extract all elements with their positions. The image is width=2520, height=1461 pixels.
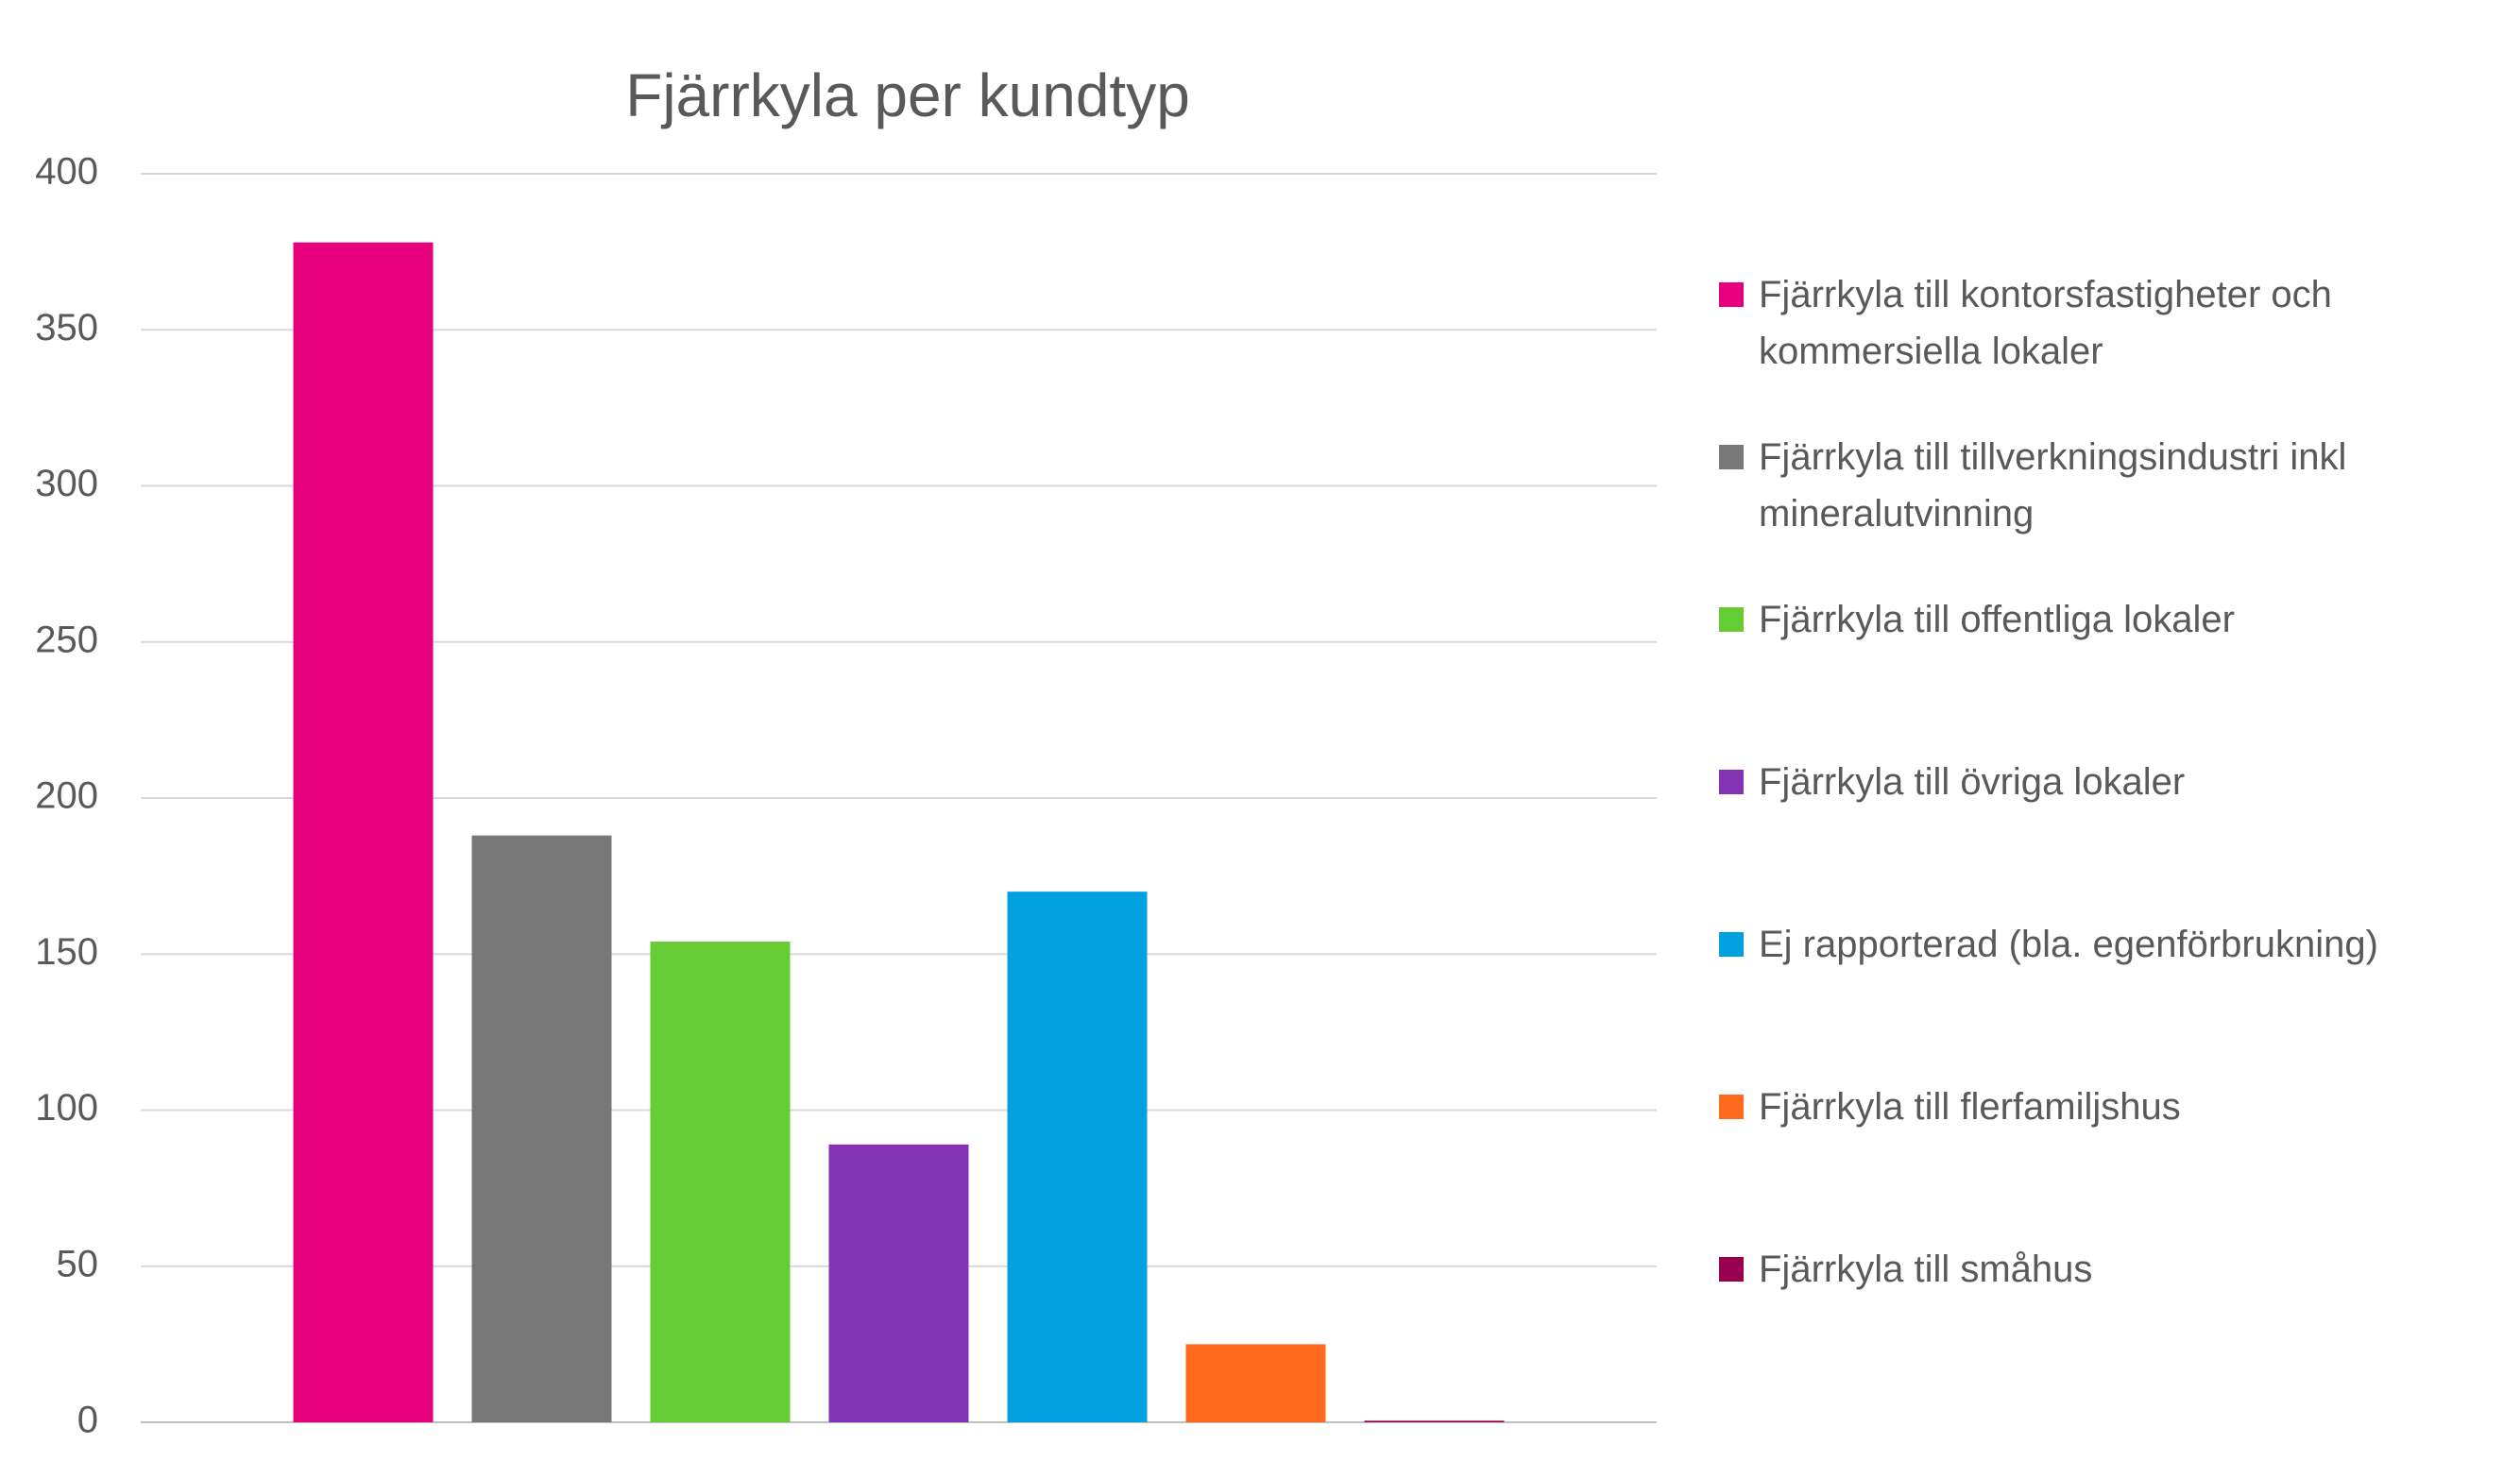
legend-label: Fjärrkyla till småhus xyxy=(1759,1249,2093,1290)
legend-item: Ej rapporterad (bla. egenförbrukning) xyxy=(1719,916,2475,973)
y-tick-label: 350 xyxy=(35,307,98,348)
chart-title: Fjärrkyla per kundtyp xyxy=(625,61,1190,129)
legend-item: Fjärrkyla till tillverkningsindustri ink… xyxy=(1719,429,2475,542)
bar xyxy=(650,942,791,1422)
legend-marker xyxy=(1719,932,1744,957)
y-tick-label: 0 xyxy=(77,1400,98,1441)
bar xyxy=(1185,1344,1326,1422)
y-tick-label: 200 xyxy=(35,775,98,817)
bar xyxy=(293,242,434,1423)
legend-label: Fjärrkyla till flerfamiljshus xyxy=(1759,1086,2181,1128)
legend-item: Fjärrkyla till kontorsfastigheter och ko… xyxy=(1719,266,2475,380)
legend-label: Ej rapporterad (bla. egenförbrukning) xyxy=(1759,924,2378,965)
bar xyxy=(471,835,612,1422)
bar xyxy=(828,1144,969,1422)
y-tick-label: 150 xyxy=(35,931,98,973)
legend-label: Fjärrkyla till offentliga lokaler xyxy=(1759,599,2235,640)
legend-item: Fjärrkyla till flerfamiljshus xyxy=(1719,1079,2475,1135)
y-tick-label: 50 xyxy=(57,1243,99,1284)
y-tick-label: 250 xyxy=(35,619,98,660)
legend-marker xyxy=(1719,282,1744,307)
legend-item: Fjärrkyla till småhus xyxy=(1719,1241,2475,1298)
y-tick-label: 400 xyxy=(35,151,98,193)
bar xyxy=(1007,892,1148,1422)
legend-label: Fjärrkyla till övriga lokaler xyxy=(1759,761,2186,803)
legend-marker xyxy=(1719,770,1744,794)
y-tick-label: 300 xyxy=(35,463,98,504)
legend-marker xyxy=(1719,1095,1744,1119)
y-tick-label: 100 xyxy=(35,1087,98,1129)
legend-marker xyxy=(1719,1257,1744,1282)
legend-item: Fjärrkyla till offentliga lokaler xyxy=(1719,591,2475,648)
legend-marker xyxy=(1719,607,1744,632)
legend-marker xyxy=(1719,445,1744,469)
legend-item: Fjärrkyla till övriga lokaler xyxy=(1719,754,2475,810)
legend-label: Fjärrkyla till tillverkningsindustri ink… xyxy=(1759,436,2347,535)
bar xyxy=(1364,1420,1505,1422)
legend-label: Fjärrkyla till kontorsfastigheter och ko… xyxy=(1759,274,2332,372)
